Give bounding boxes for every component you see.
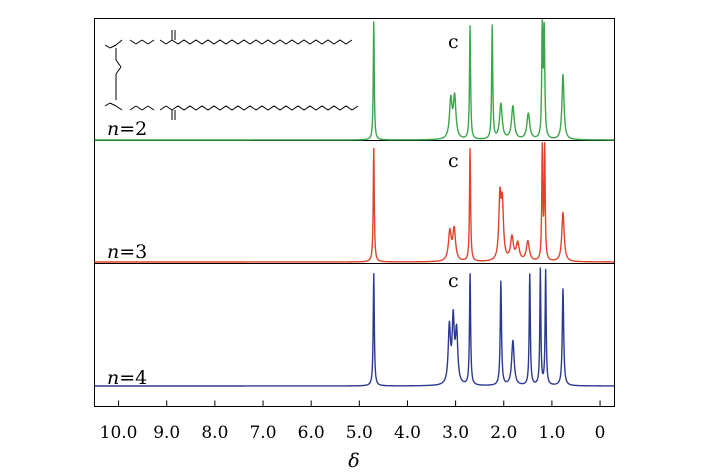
spectra-traces [94, 18, 615, 387]
peak-n4-7 [529, 274, 531, 276]
x-tick-label-4: 6.0 [298, 423, 325, 443]
peak-n3-3 [469, 149, 471, 151]
peak-n4-2 [452, 322, 454, 325]
x-tick-label-9: 1.0 [538, 423, 565, 443]
peak-n4-4 [469, 274, 471, 276]
series-label-n3: n=3 [107, 241, 147, 263]
peak-n3-5 [501, 206, 503, 208]
peak-n3-2 [453, 229, 455, 232]
x-axis-tick-labels: 10.0 9.0 8.0 7.0 6.0 5.0 4.0 3.0 2.0 1.0 0 [100, 423, 606, 443]
peak-n2-3 [469, 26, 471, 28]
peak-n2-2 [454, 98, 456, 100]
x-tick-label-3: 7.0 [249, 423, 276, 443]
peak-n4-1 [448, 328, 450, 330]
x-axis-title: δ [348, 450, 359, 472]
peak-n3-10 [544, 145, 546, 147]
peak-n2-7 [527, 113, 529, 115]
peak-n4-5 [500, 281, 502, 283]
x-tick-label-5: 5.0 [346, 423, 373, 443]
peak-n3-0 [373, 147, 375, 150]
peak-n4-3 [455, 333, 458, 335]
peak-n4-6 [512, 340, 514, 342]
peak-n4-9 [545, 270, 547, 273]
peak-n3-9 [541, 145, 543, 147]
x-tick-label-0: 10.0 [100, 423, 138, 443]
peak-n3-8 [527, 241, 529, 243]
x-tick-label-2: 8.0 [201, 423, 228, 443]
peak-n2-1 [450, 100, 452, 102]
peak-n3-7 [517, 243, 519, 246]
peak-n4-8 [539, 269, 541, 271]
peak-n2-6 [512, 106, 514, 108]
peak-n3-4 [499, 200, 501, 202]
series-label-n4: n=4 [107, 367, 147, 389]
x-tick-label-8: 2.0 [490, 423, 517, 443]
x-axis-ticks [118, 400, 601, 407]
x-tick-label-10: 0 [595, 423, 606, 443]
spectrum-trace-n3 [94, 141, 615, 263]
peak-n4-10 [562, 288, 564, 290]
peak-n2-10 [562, 74, 564, 76]
x-tick-label-1: 9.0 [153, 423, 180, 443]
peak-n4-0 [373, 273, 375, 275]
peak-label-c-n3: c [448, 150, 459, 172]
spectrum-trace-n4 [94, 267, 615, 387]
peak-n3-6 [511, 238, 513, 240]
peak-n3-11 [562, 212, 564, 214]
chemical-structure-inset [104, 30, 359, 120]
plot-frame [94, 18, 615, 407]
peak-label-c-n4: c [448, 270, 459, 292]
peak-n2-4 [491, 26, 493, 28]
x-tick-label-7: 3.0 [442, 423, 469, 443]
x-tick-label-6: 4.0 [394, 423, 421, 443]
peak-n2-8 [541, 23, 543, 25]
peak-label-c-n2: c [448, 31, 459, 53]
peak-n2-5 [500, 104, 502, 106]
peak-n2-9 [543, 33, 545, 35]
spectrum-trace-n2 [94, 18, 615, 141]
series-label-n2: n=2 [107, 118, 147, 140]
peak-n3-1 [449, 232, 451, 234]
peak-n2-0 [373, 21, 375, 23]
